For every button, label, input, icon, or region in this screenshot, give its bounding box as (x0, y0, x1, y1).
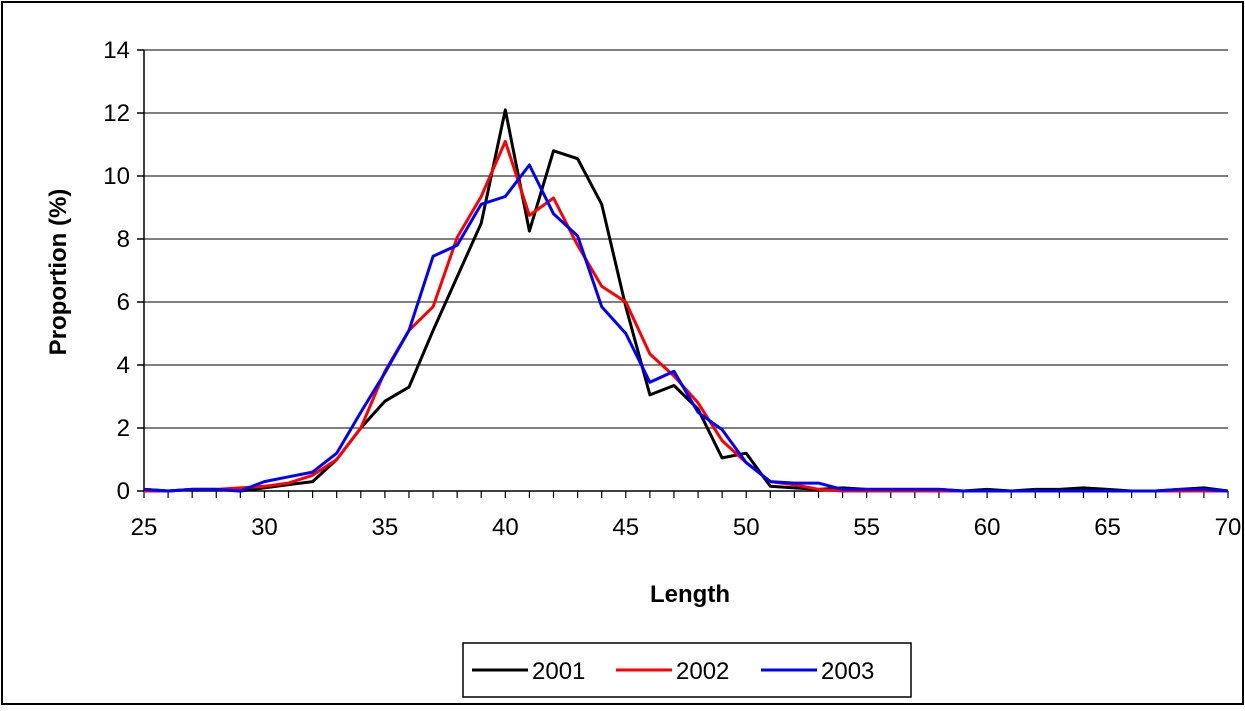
x-tick-label: 45 (612, 514, 639, 541)
y-tick-label: 2 (117, 415, 130, 442)
series-line-2003 (143, 163, 1229, 493)
y-axis-title: Proportion (%) (45, 189, 72, 356)
x-axis-title: Length (650, 581, 730, 608)
gridlines (144, 49, 1228, 429)
x-tick-label: 60 (974, 514, 1001, 541)
x-tick-label: 30 (251, 514, 278, 541)
legend-label-2001: 2001 (532, 658, 585, 685)
y-tick-label: 14 (103, 37, 130, 64)
series-line-2001 (143, 108, 1229, 493)
x-tick-label: 50 (733, 514, 760, 541)
x-tick-label: 25 (131, 514, 158, 541)
y-tick-label: 10 (103, 163, 130, 190)
legend-box (462, 642, 912, 698)
y-tick-label: 6 (117, 289, 130, 316)
legend: 2001 2002 2003 (462, 642, 912, 698)
x-tick-label: 35 (372, 514, 399, 541)
y-tick-label: 4 (117, 352, 130, 379)
y-tick-label: 0 (117, 478, 130, 505)
y-tick-label: 8 (117, 226, 130, 253)
x-tick-label: 70 (1215, 514, 1242, 541)
legend-label-2003: 2003 (821, 658, 874, 685)
x-tick-label: 40 (492, 514, 519, 541)
x-tick-label: 55 (853, 514, 880, 541)
series-lines (143, 108, 1229, 493)
y-tick-label: 12 (103, 100, 130, 127)
legend-label-2002: 2002 (676, 658, 729, 685)
tick-labels: 0 2 4 6 8 10 12 14 25 30 35 40 45 50 55 60 65 70 (103, 37, 1241, 541)
x-tick-label: 65 (1094, 514, 1121, 541)
